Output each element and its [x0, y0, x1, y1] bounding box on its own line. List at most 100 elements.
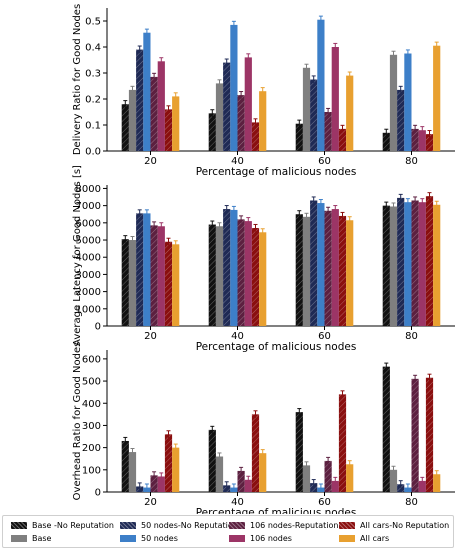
chart-panel-2: 0 1000 2000 3000 4000 5000 6000 7000 8000 20 40 60 8… — [72, 165, 455, 353]
bar-hatch — [411, 378, 419, 492]
bar — [259, 232, 267, 326]
legend-label: 50 nodes — [141, 534, 178, 543]
bar — [346, 464, 354, 492]
x-axis-label: Percentage of malicious nodes — [196, 166, 357, 178]
chart-panel-1: 0.0 0.1 0.2 0.3 0.4 0.5 20 40 60 80 Percentage of … — [72, 4, 455, 178]
y-tick-label: 200 — [82, 443, 101, 454]
legend-swatch — [120, 522, 136, 529]
bar-hatch — [382, 132, 390, 151]
y-axis-label: Overhead Ratio for Good Nodes — [72, 342, 83, 501]
bar — [317, 19, 325, 152]
legend-swatch — [229, 522, 245, 529]
y-tick-label: 0.5 — [85, 17, 101, 28]
bar-hatch — [338, 128, 347, 151]
y-tick-label: 0.0 — [85, 147, 101, 158]
bar-hatch — [237, 219, 245, 326]
x-tick-label: 40 — [231, 497, 244, 508]
bar — [346, 75, 354, 151]
bar — [215, 226, 224, 326]
bar — [215, 83, 224, 151]
bar — [230, 24, 238, 151]
bar-hatch — [338, 215, 347, 326]
y-axis-label: Delivery Ratio for Good Nodes — [72, 4, 83, 155]
y-tick-label: 0.2 — [85, 95, 101, 106]
bar — [259, 453, 267, 492]
y-tick-label: 5000 — [76, 236, 101, 247]
charts-svg: 0.0 0.1 0.2 0.3 0.4 0.5 20 40 60 80 Percentage of … — [72, 4, 455, 519]
chart-panel-3: 0 100 200 300 400 500 600 20 40 60 80 Percentage of… — [72, 342, 455, 519]
bar-hatch — [150, 475, 158, 492]
x-tick-label: 20 — [144, 156, 157, 167]
y-tick-label: 300 — [82, 421, 101, 432]
legend-swatch — [11, 535, 27, 542]
bar — [418, 480, 426, 492]
bar — [157, 476, 165, 492]
bar-hatch — [121, 239, 129, 326]
bar — [244, 57, 252, 151]
bar-hatch — [382, 366, 390, 492]
bar-hatch — [425, 134, 434, 151]
bar — [172, 244, 180, 326]
bar — [143, 32, 151, 152]
x-tick-label: 80 — [405, 156, 418, 167]
x-tick-label: 80 — [405, 331, 418, 342]
y-tick-label: 2000 — [76, 287, 101, 298]
bar-hatch — [208, 224, 216, 326]
y-tick-label: 0.3 — [85, 69, 101, 80]
bar — [433, 474, 441, 492]
bar — [302, 67, 311, 151]
legend-label: Base -No Reputation — [32, 521, 114, 530]
legend-swatch — [339, 535, 355, 542]
legend-label: 106 nodes-Reputation — [250, 521, 339, 530]
bar-hatch — [164, 434, 173, 492]
bar-hatch — [295, 412, 303, 492]
bar — [215, 456, 224, 492]
bar-hatch — [251, 414, 260, 492]
bar — [331, 47, 339, 151]
bar-hatch — [324, 210, 332, 326]
y-tick-label: 0 — [95, 488, 101, 499]
bar — [128, 452, 137, 492]
bar-hatch — [310, 200, 318, 326]
bar — [172, 447, 180, 492]
bar-hatch — [251, 227, 260, 326]
x-tick-label: 60 — [318, 331, 331, 342]
bar-hatch — [295, 123, 303, 151]
bar — [331, 480, 339, 492]
bar — [172, 96, 180, 151]
bar-hatch — [310, 483, 318, 492]
bar — [244, 479, 252, 492]
x-tick-label: 20 — [144, 331, 157, 342]
bar-hatch — [338, 394, 347, 492]
bar — [346, 220, 354, 326]
bar-hatch — [397, 484, 405, 492]
bar-hatch — [121, 104, 129, 151]
y-tick-label: 1000 — [76, 304, 101, 315]
bar-hatch — [237, 95, 245, 151]
bar-hatch — [425, 196, 434, 326]
bar-hatch — [382, 205, 390, 326]
bar-hatch — [397, 89, 405, 151]
bar-hatch — [150, 225, 158, 326]
bar — [302, 465, 311, 492]
legend-label: Base — [32, 534, 52, 543]
bar — [433, 204, 441, 326]
bar — [433, 45, 441, 152]
x-tick-label: 40 — [231, 331, 244, 342]
bar — [317, 203, 325, 326]
bar-hatch — [208, 429, 216, 492]
bar — [404, 202, 412, 326]
bar — [143, 213, 151, 326]
bar-hatch — [237, 470, 245, 492]
bar — [404, 53, 412, 151]
legend-swatch — [339, 522, 355, 529]
y-axis-label: Average Latency for Good Nodes [s] — [72, 165, 83, 346]
bar — [389, 469, 398, 492]
bar-hatch — [425, 377, 434, 492]
x-tick-label: 80 — [405, 497, 418, 508]
y-tick-label: 4000 — [76, 253, 101, 264]
bar-hatch — [150, 76, 158, 151]
y-tick-label: 400 — [82, 399, 101, 410]
bar-hatch — [136, 213, 144, 326]
